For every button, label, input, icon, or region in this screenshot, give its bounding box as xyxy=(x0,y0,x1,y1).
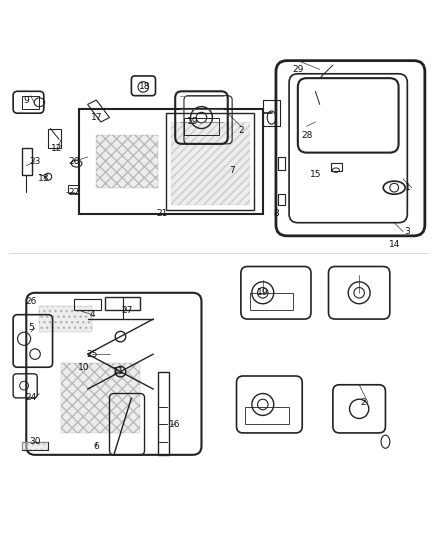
Text: 17: 17 xyxy=(91,113,102,122)
Text: 29: 29 xyxy=(292,65,304,74)
Bar xyxy=(22,442,48,450)
Text: 22: 22 xyxy=(69,188,80,197)
Text: 6: 6 xyxy=(93,441,99,450)
Bar xyxy=(61,363,140,433)
Text: 27: 27 xyxy=(121,306,133,315)
Bar xyxy=(79,109,263,214)
Text: 3: 3 xyxy=(404,227,410,236)
Text: 18: 18 xyxy=(139,83,150,92)
Bar xyxy=(331,163,342,171)
Text: 2: 2 xyxy=(238,126,244,135)
Bar xyxy=(158,372,169,455)
Text: 24: 24 xyxy=(25,393,36,402)
Bar xyxy=(171,122,250,205)
Text: 5: 5 xyxy=(28,324,34,332)
Bar xyxy=(278,194,285,205)
Bar xyxy=(263,100,280,126)
Text: 12: 12 xyxy=(51,144,63,153)
Text: 9: 9 xyxy=(23,95,29,104)
Text: 15: 15 xyxy=(310,170,321,179)
Text: 10: 10 xyxy=(78,363,89,372)
Text: 14: 14 xyxy=(389,240,400,249)
Text: 23: 23 xyxy=(29,157,41,166)
Text: 7: 7 xyxy=(229,166,235,175)
Text: 25: 25 xyxy=(86,350,98,359)
Text: 19: 19 xyxy=(257,288,268,297)
Text: 28: 28 xyxy=(301,131,312,140)
Bar xyxy=(74,300,101,310)
Text: 21: 21 xyxy=(156,209,168,219)
Text: 20: 20 xyxy=(69,157,80,166)
Bar xyxy=(278,157,285,170)
Bar xyxy=(105,297,140,310)
Bar xyxy=(166,113,254,209)
Text: 4: 4 xyxy=(89,310,95,319)
Text: 2: 2 xyxy=(361,398,366,407)
Text: 13: 13 xyxy=(38,174,49,183)
Text: 30: 30 xyxy=(29,437,41,446)
Text: 8: 8 xyxy=(273,209,279,219)
Bar xyxy=(39,306,92,332)
Text: 1: 1 xyxy=(404,183,410,192)
Bar xyxy=(22,148,32,174)
Bar xyxy=(184,118,219,135)
Bar xyxy=(96,135,158,188)
Bar xyxy=(245,407,289,424)
Bar xyxy=(22,96,39,109)
Bar xyxy=(250,293,293,310)
Text: 11: 11 xyxy=(113,367,124,376)
Text: 16: 16 xyxy=(170,419,181,429)
Bar xyxy=(48,128,61,148)
Bar xyxy=(22,442,48,450)
Text: 19: 19 xyxy=(187,117,198,126)
Bar xyxy=(68,185,79,193)
Text: 26: 26 xyxy=(25,297,36,306)
